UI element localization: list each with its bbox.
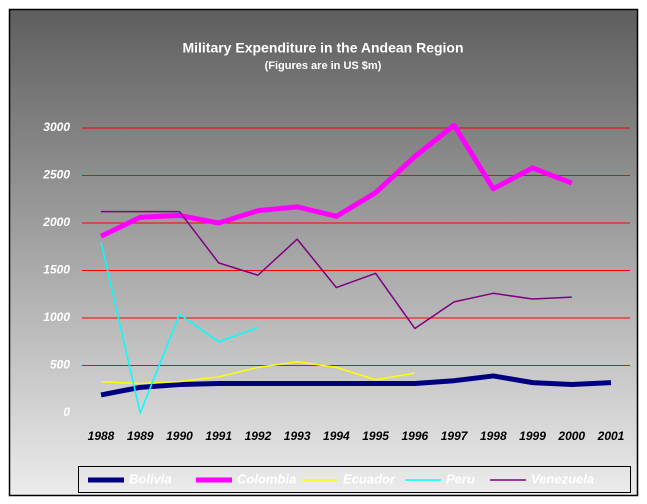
y-tick-label: 0 [63,405,70,419]
legend-box [78,466,631,493]
x-tick-label: 1992 [245,429,272,443]
x-tick-label: 1990 [166,429,193,443]
legend-label: Ecuador [343,471,396,486]
y-tick-label: 2500 [42,168,70,182]
x-tick-label: 1991 [205,429,232,443]
y-tick-label: 3000 [43,120,70,134]
chart-subtitle: (Figures are in US $m) [265,60,382,72]
y-tick-label: 500 [50,358,70,372]
x-tick-label: 2000 [557,429,585,443]
series-line [99,122,573,239]
series-line [100,241,259,414]
x-tick-label: 1999 [519,429,546,443]
y-tick-label: 1000 [43,310,70,324]
x-tick-label: 1995 [362,429,389,443]
y-tick-label: 2000 [42,215,70,229]
legend-label: Bolivia [129,471,172,486]
x-tick-label: 1993 [284,429,311,443]
chart-title: Military Expenditure in the Andean Regio… [182,40,463,56]
series-line [101,210,572,330]
x-tick-label: 2001 [597,429,625,443]
legend-label: Colombia [237,471,296,486]
y-tick-label: 1500 [43,263,70,277]
x-tick-label: 1994 [323,429,350,443]
chart-frame [8,8,639,497]
x-tick-label: 1996 [401,429,428,443]
x-tick-label: 1988 [88,429,115,443]
x-tick-label: 1997 [441,429,469,443]
legend-label: Peru [446,471,475,486]
series-line [100,360,415,385]
legend-label: Venezuela [531,471,594,486]
series-line [100,373,612,398]
x-tick-label: 1989 [127,429,154,443]
x-tick-label: 1998 [480,429,507,443]
